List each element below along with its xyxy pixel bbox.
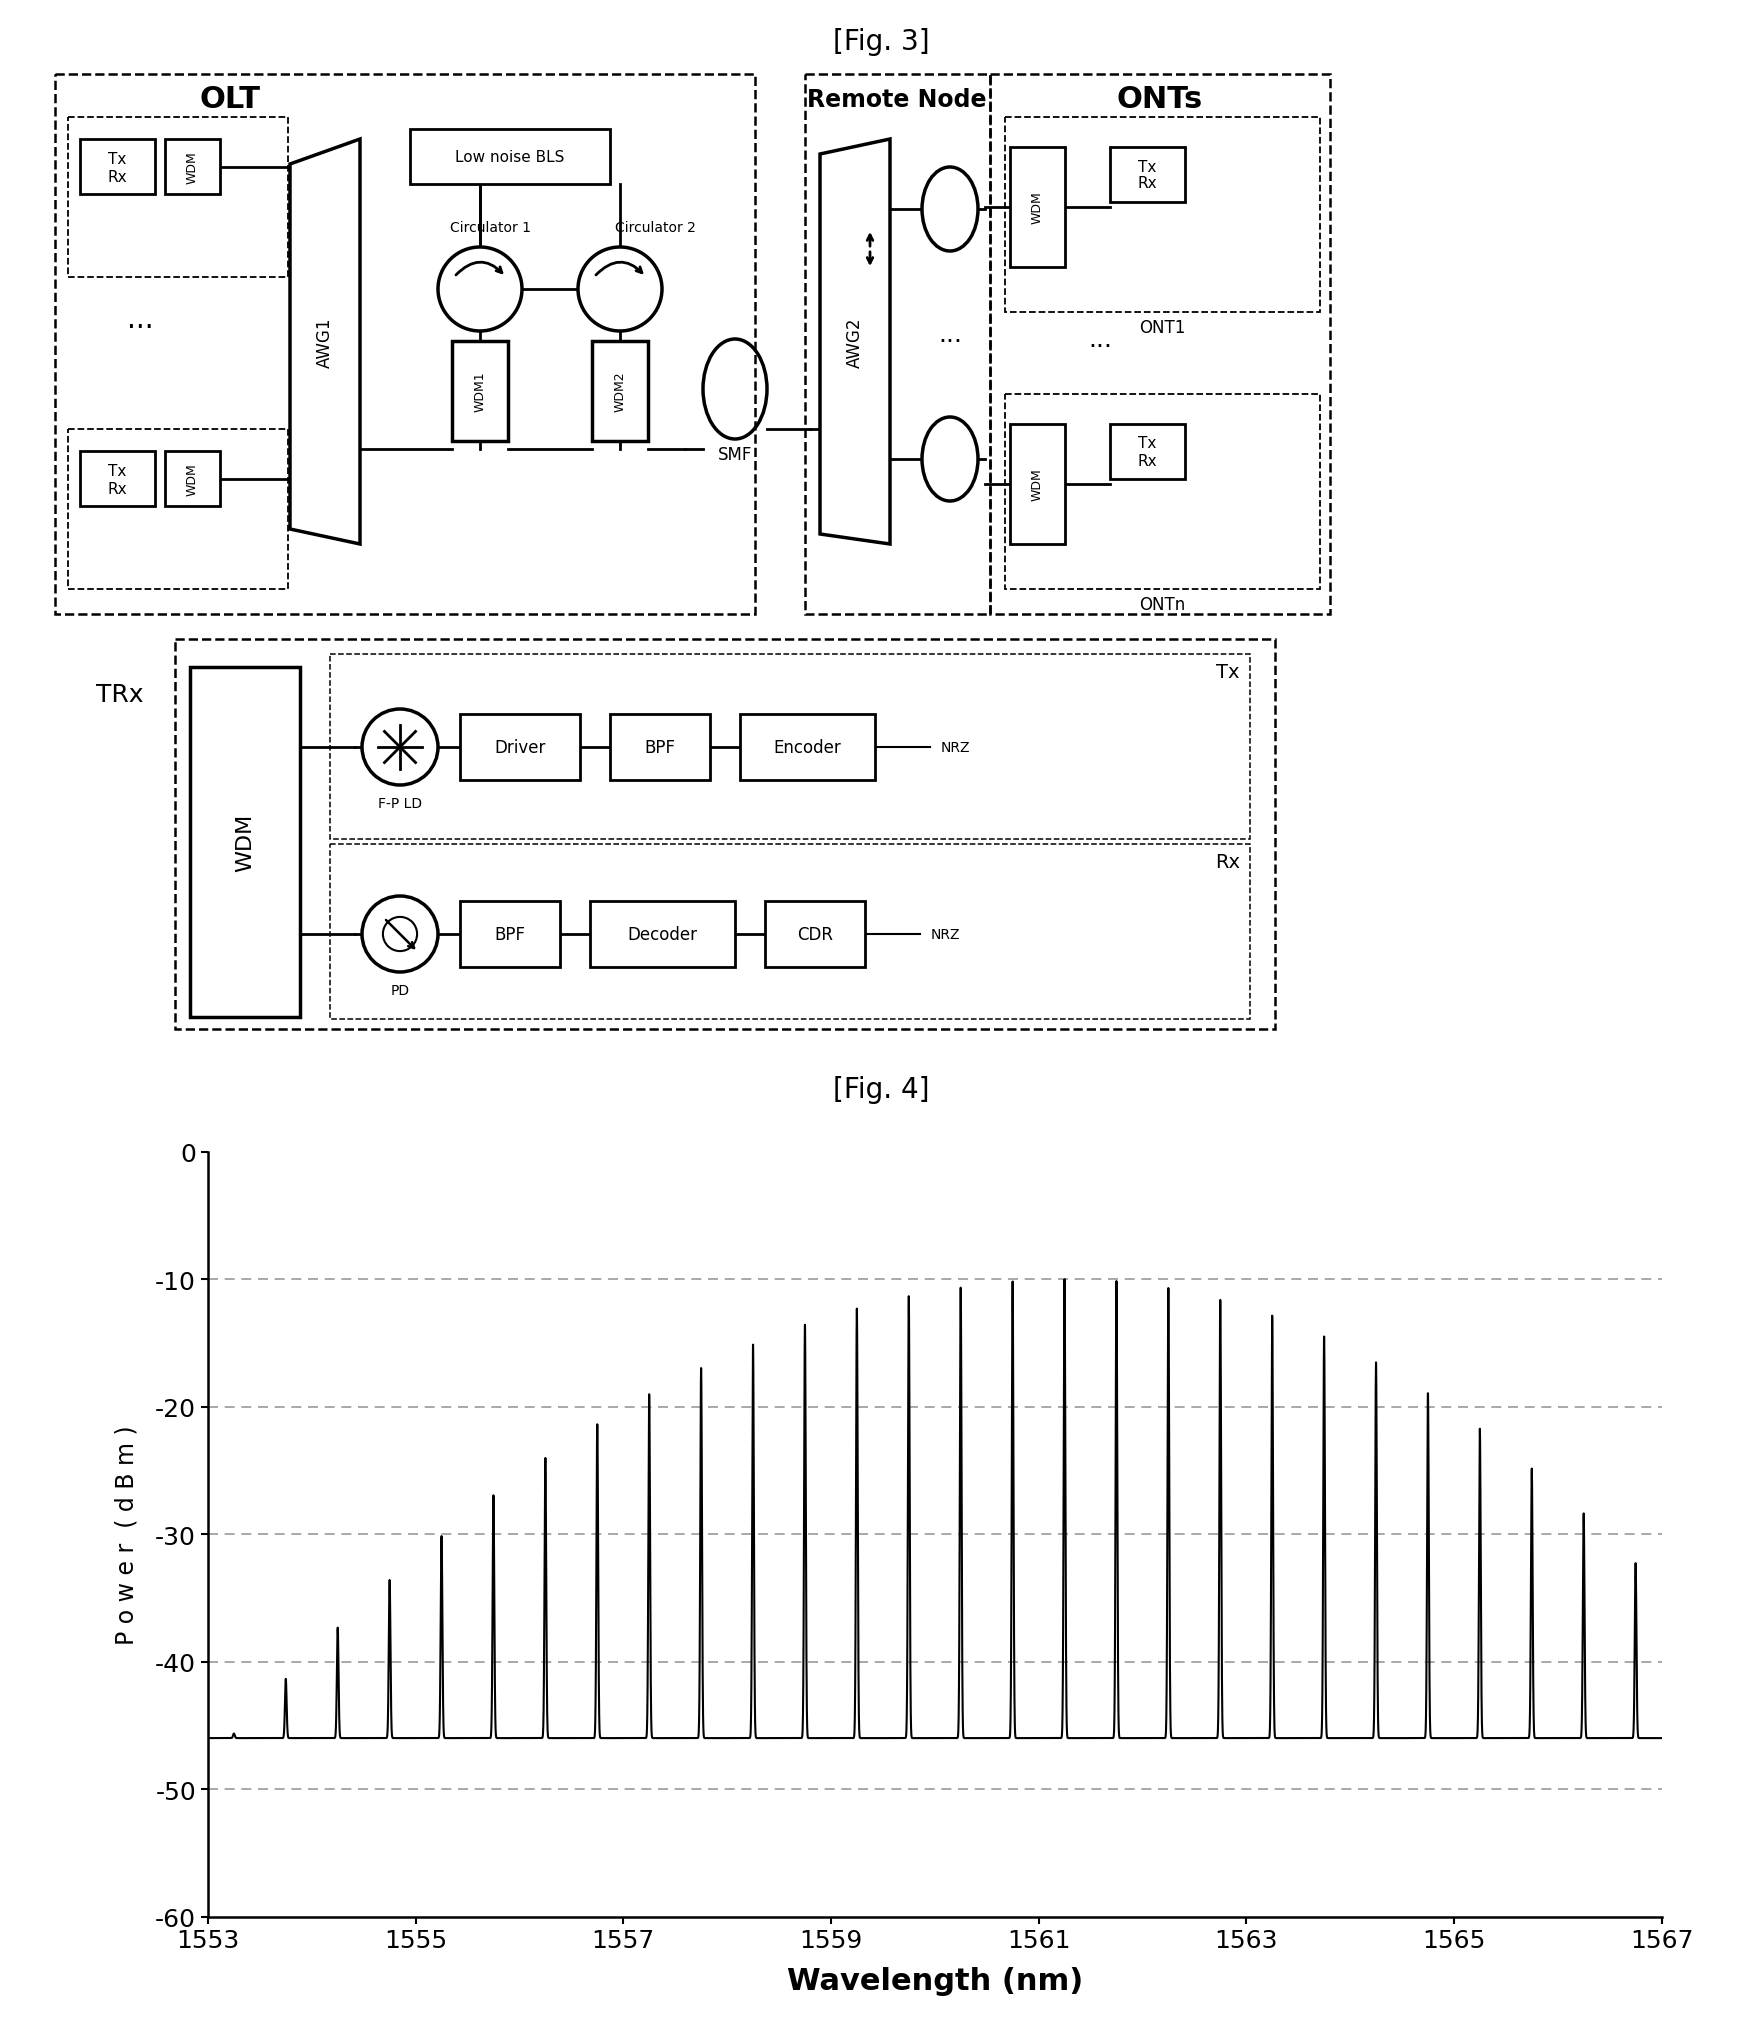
- Text: [Fig. 3]: [Fig. 3]: [833, 29, 929, 55]
- Circle shape: [361, 897, 439, 973]
- Circle shape: [361, 710, 439, 785]
- Text: WDM: WDM: [1031, 192, 1043, 224]
- Polygon shape: [819, 141, 890, 544]
- Text: F-P LD: F-P LD: [377, 797, 423, 812]
- Text: ONTn: ONTn: [1138, 595, 1186, 614]
- Bar: [765, 901, 865, 969]
- Text: Driver: Driver: [495, 738, 546, 756]
- Bar: [166, 141, 220, 196]
- Text: NRZ: NRZ: [941, 740, 969, 754]
- Text: WDM: WDM: [185, 463, 199, 495]
- Text: ONT1: ONT1: [1138, 318, 1186, 336]
- Bar: [1004, 396, 1320, 589]
- Bar: [174, 640, 1276, 1030]
- Bar: [453, 343, 507, 442]
- Bar: [1010, 424, 1064, 544]
- Bar: [329, 655, 1249, 840]
- Text: OLT: OLT: [199, 86, 261, 114]
- Polygon shape: [291, 141, 359, 544]
- Bar: [79, 453, 155, 508]
- Bar: [740, 714, 876, 781]
- Bar: [79, 141, 155, 196]
- X-axis label: Wavelength (nm): Wavelength (nm): [786, 1966, 1084, 1996]
- Text: Tx: Tx: [107, 465, 127, 479]
- Text: Tx: Tx: [1216, 663, 1240, 683]
- Text: ONTs: ONTs: [1117, 86, 1203, 114]
- Text: NRZ: NRZ: [930, 928, 960, 942]
- Bar: [1004, 118, 1320, 312]
- Text: [Fig. 4]: [Fig. 4]: [833, 1075, 929, 1103]
- Bar: [460, 901, 560, 969]
- Text: Rx: Rx: [107, 483, 127, 498]
- Text: AWG2: AWG2: [846, 318, 863, 369]
- Bar: [990, 75, 1330, 614]
- Bar: [610, 714, 710, 781]
- Text: Remote Node: Remote Node: [807, 88, 987, 112]
- Text: Rx: Rx: [107, 171, 127, 186]
- Bar: [190, 667, 300, 1017]
- Text: Rx: Rx: [1136, 453, 1158, 469]
- Bar: [69, 430, 287, 589]
- Bar: [329, 844, 1249, 1020]
- Text: WDM: WDM: [1031, 469, 1043, 502]
- Text: WDM2: WDM2: [613, 371, 627, 412]
- Bar: [166, 453, 220, 508]
- Text: ...: ...: [127, 306, 153, 334]
- Bar: [1110, 149, 1186, 204]
- Text: Rx: Rx: [1136, 177, 1158, 192]
- Text: Tx: Tx: [1138, 159, 1156, 175]
- Text: WDM: WDM: [234, 814, 255, 873]
- Text: SMF: SMF: [717, 447, 752, 463]
- Text: Circulator 2: Circulator 2: [615, 220, 696, 234]
- Bar: [411, 130, 610, 186]
- Text: Circulator 1: Circulator 1: [449, 220, 530, 234]
- Text: PD: PD: [391, 983, 409, 997]
- Bar: [1010, 149, 1064, 267]
- Bar: [69, 118, 287, 277]
- Bar: [55, 75, 754, 614]
- Y-axis label: P o w e r  ( d B m ): P o w e r ( d B m ): [115, 1425, 139, 1643]
- Text: ...: ...: [1087, 328, 1112, 353]
- Text: BPF: BPF: [645, 738, 675, 756]
- Text: Tx: Tx: [107, 153, 127, 167]
- Circle shape: [578, 249, 663, 332]
- Bar: [1110, 424, 1186, 479]
- Text: ...: ...: [937, 322, 962, 347]
- Text: AWG1: AWG1: [315, 318, 335, 369]
- Bar: [805, 75, 990, 614]
- Text: Decoder: Decoder: [627, 926, 698, 944]
- Text: TRx: TRx: [97, 683, 144, 708]
- Text: WDM: WDM: [185, 151, 199, 184]
- Text: WDM1: WDM1: [474, 371, 486, 412]
- Bar: [590, 901, 735, 969]
- Text: Rx: Rx: [1216, 852, 1240, 873]
- Bar: [592, 343, 648, 442]
- Text: Tx: Tx: [1138, 436, 1156, 451]
- Text: BPF: BPF: [495, 926, 525, 944]
- Bar: [460, 714, 580, 781]
- Circle shape: [439, 249, 522, 332]
- Text: Low noise BLS: Low noise BLS: [455, 149, 564, 165]
- Text: Encoder: Encoder: [774, 738, 840, 756]
- Text: CDR: CDR: [796, 926, 833, 944]
